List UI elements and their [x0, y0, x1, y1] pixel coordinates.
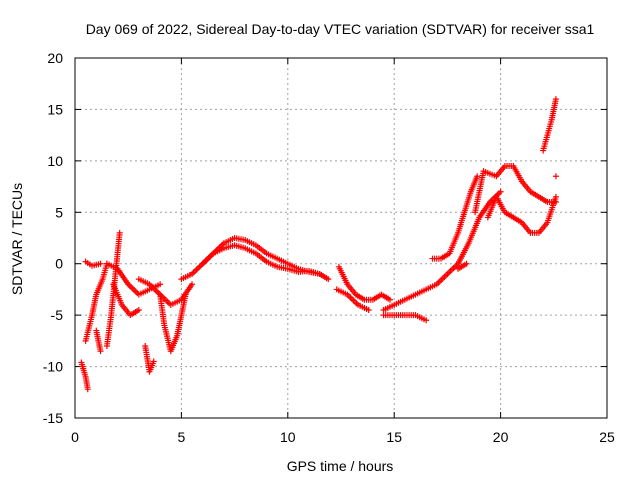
series-arc-p [380, 312, 430, 324]
series-arc-q [429, 173, 481, 262]
x-tick-label: 20 [493, 429, 509, 445]
series-arc-b [82, 260, 110, 344]
data-point-marker [150, 358, 157, 365]
x-tick-label: 15 [386, 429, 402, 445]
y-tick-label: 5 [55, 204, 63, 220]
grid-lines [75, 58, 607, 418]
series-arc-u [540, 96, 559, 154]
series-arc-s [472, 163, 559, 216]
x-axis-label: GPS time / hours [287, 458, 394, 474]
data-point-marker [97, 348, 104, 355]
data-point-marker [423, 317, 430, 324]
y-tick-label: 0 [55, 256, 63, 272]
data-point-marker [84, 386, 91, 393]
data-point-marker [474, 173, 481, 180]
y-tick-label: -15 [43, 410, 63, 426]
series-arc-n [333, 286, 372, 313]
series-arc-r [455, 260, 470, 272]
series-arc-c [82, 258, 104, 269]
data-point-marker [386, 296, 393, 303]
series-arc-i [142, 343, 157, 375]
axis-ticks: 0 5 10 15 20 25 -15 -10 -5 0 5 10 15 20 [43, 50, 615, 445]
data-point-marker [552, 193, 559, 200]
y-axis-label: SDTVAR / TECUs [9, 183, 25, 295]
chart-title: Day 069 of 2022, Sidereal Day-to-day VTE… [86, 21, 595, 37]
x-tick-label: 5 [178, 429, 186, 445]
y-tick-label: -5 [51, 307, 64, 323]
x-tick-label: 25 [599, 429, 615, 445]
data-point-marker [316, 271, 323, 277]
data-point-marker [552, 96, 559, 103]
data-point-marker [463, 260, 470, 267]
series-arc-t [484, 193, 559, 236]
series-arc-j [157, 291, 189, 355]
data-point-marker [97, 260, 104, 267]
y-tick-label: 15 [47, 101, 63, 117]
series-arc-a [78, 359, 91, 393]
y-tick-label: 20 [47, 50, 63, 66]
series-arc-v [552, 173, 559, 180]
data-point-marker [182, 291, 189, 298]
data-points [78, 96, 559, 393]
series-arc-g [110, 281, 142, 319]
data-point-marker [157, 281, 164, 288]
series-arc-d [93, 327, 104, 355]
data-point-marker [365, 307, 372, 313]
y-tick-label: -10 [43, 359, 63, 375]
y-tick-label: 10 [47, 153, 63, 169]
series-arc-l [199, 242, 323, 277]
x-tick-label: 0 [71, 429, 79, 445]
series-arc-m [335, 263, 393, 303]
data-point-marker [325, 276, 332, 283]
data-point-marker [116, 229, 123, 236]
data-point-marker [189, 281, 196, 288]
data-point-marker [552, 173, 559, 180]
plot-frame [74, 57, 608, 419]
data-point-marker [135, 307, 142, 313]
series-arc-f [103, 260, 164, 298]
data-point-marker [497, 188, 504, 195]
series-arc-o [380, 188, 504, 313]
x-tick-label: 10 [280, 429, 296, 445]
